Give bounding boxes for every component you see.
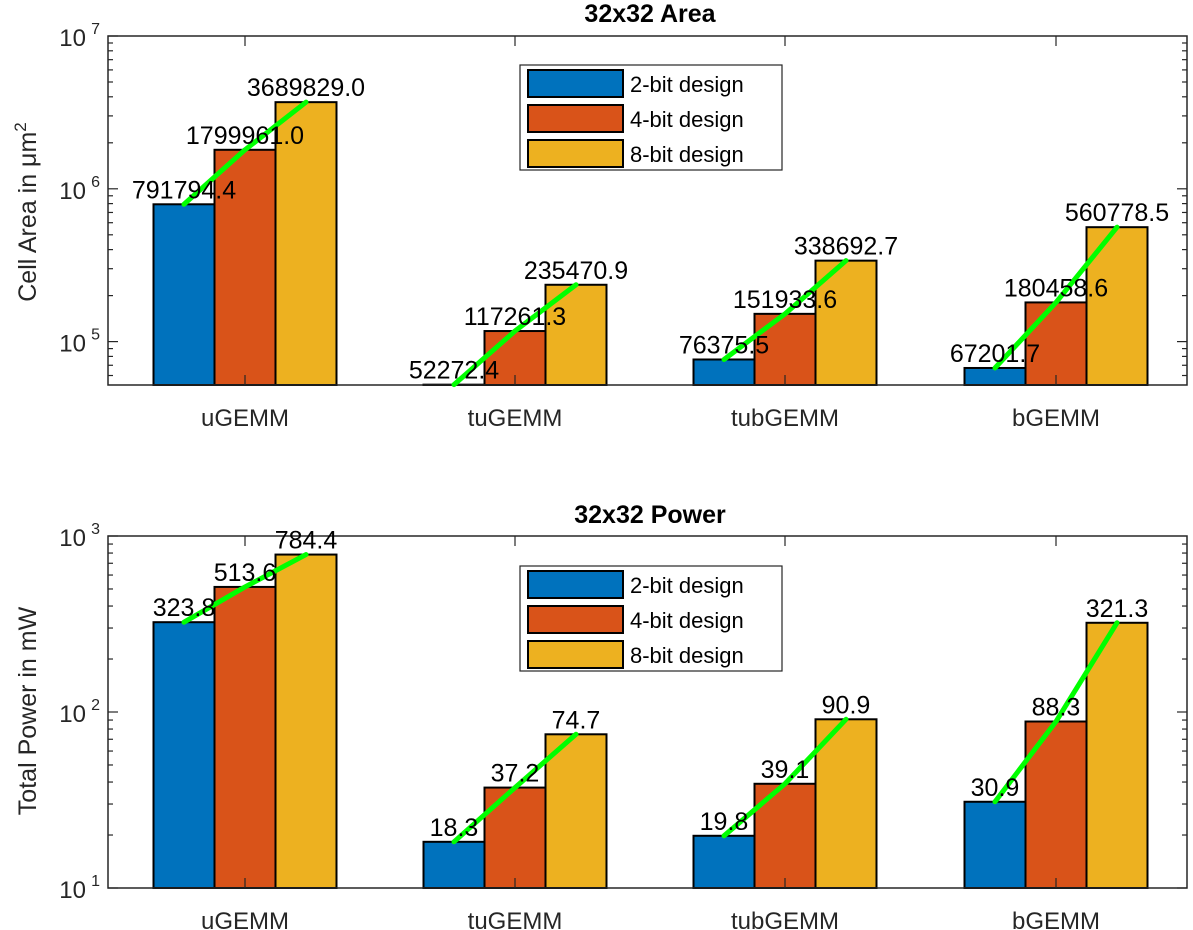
trend-line-uGEMM bbox=[181, 552, 309, 625]
legend-swatch-4bit bbox=[527, 605, 624, 634]
trend-line-tubGEMM bbox=[721, 258, 849, 362]
legend-label-4bit: 4-bit design bbox=[630, 608, 744, 633]
bar-tuGEMM-8bit bbox=[544, 733, 608, 890]
axes-box bbox=[107, 35, 1188, 386]
bar-uGEMM-2bit bbox=[152, 203, 216, 386]
data-label: 338692.7 bbox=[794, 233, 898, 261]
data-label: 88.3 bbox=[1032, 694, 1081, 722]
data-label: 19.8 bbox=[700, 808, 749, 836]
y-tick-label-base: 10 bbox=[59, 25, 86, 52]
y-tick-label-base: 10 bbox=[59, 178, 86, 205]
legend-label-8bit: 8-bit design bbox=[630, 643, 744, 668]
data-label: 37.2 bbox=[491, 760, 540, 788]
y-tick-label: 10 bbox=[59, 178, 86, 205]
data-label: 18.3 bbox=[430, 814, 479, 842]
bar-uGEMM-2bit bbox=[152, 621, 216, 889]
trend-line-tuGEMM bbox=[451, 731, 579, 845]
bar-tubGEMM-2bit bbox=[692, 358, 756, 386]
chart-title: 32x32 Power bbox=[574, 501, 726, 529]
data-label: 560778.5 bbox=[1065, 199, 1169, 227]
legend-label-2bit: 2-bit design bbox=[630, 573, 744, 598]
plot-area: 10 5 10 6 10 7 uGEMM tuGEMM tubGEMM bGEMM 791794.4… bbox=[59, 21, 1188, 432]
data-label: 52272.4 bbox=[409, 357, 499, 385]
bar-bGEMM-2bit bbox=[963, 800, 1027, 890]
y-tick-label-base: 10 bbox=[59, 525, 86, 552]
legend-swatch-4bit bbox=[527, 104, 624, 133]
data-label: 76375.5 bbox=[679, 331, 769, 359]
y-tick-label-exponent: 3 bbox=[91, 521, 100, 538]
data-label: 784.4 bbox=[275, 527, 338, 555]
y-tick-label-exponent: 1 bbox=[91, 873, 100, 890]
bar-uGEMM-8bit bbox=[274, 553, 338, 890]
data-label: 67201.7 bbox=[950, 340, 1040, 368]
y-tick-label: 10 bbox=[59, 25, 86, 52]
y-tick-label-base: 10 bbox=[59, 701, 86, 728]
x-tick-label: bGEMM bbox=[1012, 405, 1100, 432]
y-tick-label-base: 10 bbox=[59, 877, 86, 904]
area-chart: 32x32 Area Cell Area in μm2 10 5 10 6 10 7 uGE… bbox=[11, 0, 1188, 432]
legend-label-4bit: 4-bit design bbox=[630, 107, 744, 132]
data-label: 3689829.0 bbox=[247, 74, 365, 102]
data-label: 513.6 bbox=[214, 559, 277, 587]
bar-tuGEMM-4bit bbox=[483, 786, 547, 890]
x-tick-label: tubGEMM bbox=[731, 405, 839, 432]
y-tick-label-base: 10 bbox=[59, 331, 86, 358]
data-label: 151933.6 bbox=[733, 286, 837, 314]
y-tick-label-exponent: 7 bbox=[91, 21, 100, 38]
y-tick-label-exponent: 2 bbox=[91, 697, 100, 714]
legend-label-8bit: 8-bit design bbox=[630, 142, 744, 167]
x-tick-label: uGEMM bbox=[201, 405, 289, 432]
y-axis-label: Total Power in mW bbox=[14, 606, 42, 815]
plot-area: 10 1 10 2 10 3 uGEMM tuGEMM tubGEMM bGEMM 323.8 18.… bbox=[59, 521, 1188, 930]
chart-title: 32x32 Area bbox=[584, 0, 716, 28]
legend-label-2bit: 2-bit design bbox=[630, 72, 744, 97]
bar-tubGEMM-2bit bbox=[692, 834, 756, 889]
legend-swatch-2bit bbox=[527, 69, 624, 98]
legend-swatch-8bit bbox=[527, 640, 624, 669]
data-label: 39.1 bbox=[761, 756, 810, 784]
data-label: 235470.9 bbox=[524, 257, 628, 285]
trend-line-bGEMM bbox=[992, 224, 1120, 371]
y-tick-label: 10 bbox=[59, 331, 86, 358]
x-tick-label: bGEMM bbox=[1012, 908, 1100, 930]
trend-line-tuGEMM bbox=[451, 282, 579, 388]
y-tick-label: 10 bbox=[59, 525, 86, 552]
bar-uGEMM-4bit bbox=[213, 585, 277, 889]
x-tick-label: tubGEMM bbox=[731, 908, 839, 930]
legend-swatch-8bit bbox=[527, 139, 624, 168]
x-tick-label: uGEMM bbox=[201, 908, 289, 930]
data-label: 90.9 bbox=[822, 691, 871, 719]
x-tick-label: tuGEMM bbox=[468, 908, 563, 930]
bar-tuGEMM-2bit bbox=[422, 840, 486, 889]
y-axis-label: Cell Area in μm2 bbox=[11, 122, 42, 302]
legend-swatch-2bit bbox=[527, 570, 624, 599]
data-label: 1799961.0 bbox=[186, 122, 304, 150]
y-axis-label-text: Cell Area in μm bbox=[14, 132, 42, 302]
trend-line-bGEMM bbox=[992, 620, 1120, 805]
y-tick-label-exponent: 5 bbox=[91, 327, 100, 344]
data-label: 323.8 bbox=[153, 594, 216, 622]
y-axis-label-superscript: 2 bbox=[11, 122, 30, 131]
data-label: 30.9 bbox=[971, 774, 1020, 802]
y-tick-label: 10 bbox=[59, 877, 86, 904]
data-label: 180458.6 bbox=[1004, 274, 1108, 302]
trend-line-tubGEMM bbox=[721, 716, 849, 839]
x-tick-label: tuGEMM bbox=[468, 405, 563, 432]
data-label: 321.3 bbox=[1086, 595, 1149, 623]
legend: 2-bit design 4-bit design 8-bit design bbox=[519, 565, 783, 672]
legend: 2-bit design 4-bit design 8-bit design bbox=[519, 64, 783, 171]
y-tick-label: 10 bbox=[59, 701, 86, 728]
bar-bGEMM-8bit bbox=[1085, 621, 1149, 889]
data-label: 791794.4 bbox=[132, 176, 236, 204]
power-chart: 32x32 Power Total Power in mW 10 1 10 2 10 3 u… bbox=[14, 501, 1188, 930]
data-label: 117261.3 bbox=[464, 303, 566, 331]
bar-bGEMM-2bit bbox=[963, 366, 1027, 387]
y-tick-label-exponent: 6 bbox=[91, 174, 100, 191]
data-label: 74.7 bbox=[552, 706, 601, 734]
trend-line-uGEMM bbox=[181, 99, 309, 207]
